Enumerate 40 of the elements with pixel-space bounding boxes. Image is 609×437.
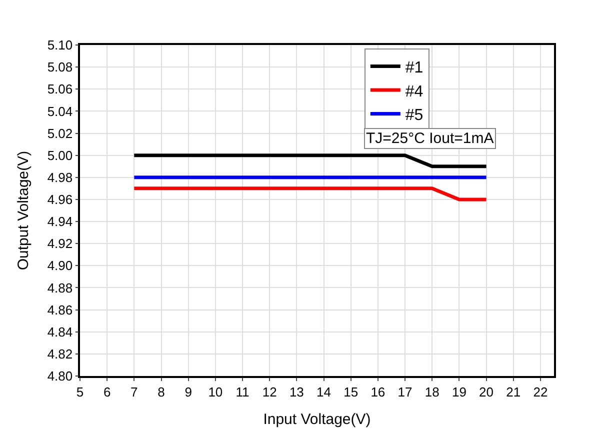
y-tick-label: 4.96 — [47, 192, 73, 208]
y-tick-label: 5.00 — [47, 148, 73, 163]
y-tick-label: 4.80 — [47, 368, 73, 384]
y-tick-label: 5.10 — [47, 38, 73, 53]
legend-label: #4 — [405, 83, 424, 100]
y-tick-label: 5.04 — [47, 104, 73, 119]
legend-label: #5 — [405, 107, 424, 124]
x-tick-label: 14 — [316, 384, 332, 400]
y-tick-label: 4.90 — [47, 258, 73, 274]
x-tick-label: 18 — [424, 384, 440, 400]
y-tick-label: 4.94 — [47, 214, 73, 230]
x-tick-label: 10 — [208, 384, 223, 400]
y-tick-label: 5.02 — [47, 126, 73, 141]
x-tick-label: 17 — [398, 384, 412, 400]
y-tick-label: 4.88 — [47, 280, 73, 296]
x-tick-label: 21 — [506, 384, 521, 400]
x-axis-title: Input Voltage(V) — [263, 410, 371, 428]
x-tick-label: 11 — [236, 384, 250, 400]
y-tick-label: 4.92 — [47, 236, 73, 252]
y-axis-title: Output Voltage(V) — [15, 150, 32, 270]
x-tick-label: 7 — [130, 384, 138, 400]
x-tick-label: 16 — [370, 384, 386, 400]
annotation: TJ=25°C Iout=1mA — [366, 130, 494, 147]
x-tick-label: 13 — [289, 384, 304, 400]
x-tick-label: 12 — [262, 384, 277, 400]
y-tick-label: 4.84 — [47, 324, 73, 340]
x-tick-label: 8 — [158, 384, 165, 400]
x-tick-label: 19 — [452, 384, 466, 400]
legend-label: #1 — [405, 59, 424, 76]
y-tick-label: 4.98 — [47, 170, 73, 185]
x-tick-label: 5 — [76, 384, 84, 400]
x-tick-label: 22 — [533, 384, 548, 400]
x-tick-label: 15 — [344, 384, 358, 400]
y-tick-label: 4.86 — [47, 302, 73, 318]
x-tick-label: 6 — [103, 384, 111, 400]
y-tick-label: 5.06 — [47, 82, 73, 97]
y-tick-label: 5.08 — [47, 60, 73, 75]
x-tick-label: 20 — [479, 384, 494, 400]
y-tick-label: 4.82 — [47, 346, 73, 362]
x-tick-label: 9 — [184, 384, 192, 400]
